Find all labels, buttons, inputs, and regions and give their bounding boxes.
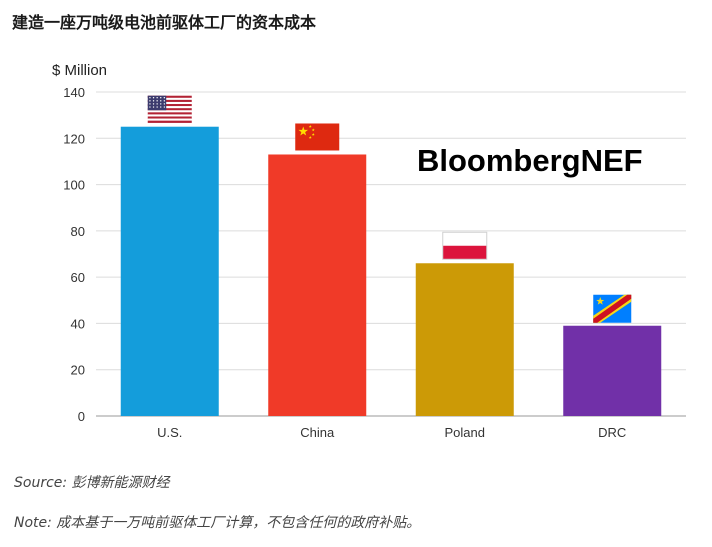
y-tick-label: 20: [71, 363, 85, 378]
page-title: 建造一座万吨级电池前驱体工厂的资本成本: [12, 13, 317, 32]
us-flag-icon: [147, 95, 192, 123]
bar-us: [120, 126, 219, 416]
y-tick-label: 40: [71, 316, 85, 331]
y-tick-label: 100: [63, 178, 85, 193]
poland-flag-icon: [442, 231, 488, 260]
x-tick-label: China: [300, 425, 335, 440]
footnote: Note: 成本基于一万吨前驱体工厂计算，不包含任何的政府补贴。: [14, 515, 421, 531]
y-tick-label: 0: [78, 409, 85, 424]
y-tick-label: 60: [71, 270, 85, 285]
drc-flag-icon: [593, 294, 632, 323]
bar-drc: [563, 325, 662, 416]
x-tick-label: U.S.: [157, 425, 182, 440]
y-tick-labels: 0 20 40 60 80 100 120 140: [63, 85, 85, 424]
bar-china: [268, 154, 367, 416]
grid-lines: [96, 91, 686, 417]
x-tick-labels: U.S. China Poland DRC: [157, 425, 626, 440]
bar-poland: [415, 263, 514, 416]
y-axis-label: $ Million: [52, 62, 107, 79]
bar-chart: $ Million 0 20 40 60 80 100 120 140 U.S. China Po…: [52, 62, 686, 440]
y-tick-label: 120: [63, 131, 85, 146]
brand-logo-text: BloombergNEF: [417, 143, 643, 178]
y-tick-label: 140: [63, 85, 85, 100]
y-tick-label: 80: [71, 224, 85, 239]
bars: [120, 126, 662, 416]
source-note: Source: 彭博新能源财经: [14, 475, 170, 491]
flags: [147, 95, 632, 323]
china-flag-icon: [295, 123, 340, 151]
x-tick-label: Poland: [445, 425, 485, 440]
x-tick-label: DRC: [598, 425, 626, 440]
